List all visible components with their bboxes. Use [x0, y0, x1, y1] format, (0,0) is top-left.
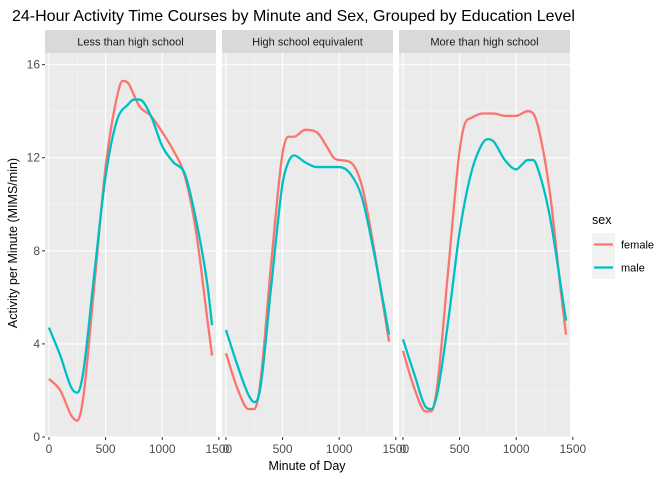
x-tick-label: 0	[223, 442, 230, 456]
x-tick-label: 500	[450, 442, 470, 456]
facet-panel: More than high school 0 500 1000 1500	[399, 30, 587, 456]
series-line-male	[47, 98, 214, 394]
panel-background	[222, 53, 393, 437]
chart-title: 24-Hour Activity Time Courses by Minute …	[12, 8, 575, 25]
x-tick-label: 1000	[326, 442, 353, 456]
x-tick-label: 1500	[382, 442, 409, 456]
x-tick-label: 1000	[503, 442, 530, 456]
panel-background	[399, 53, 570, 437]
facet-strip	[222, 30, 393, 53]
x-tick-label: 0	[46, 442, 53, 456]
y-tick-label: 4	[33, 337, 40, 351]
facet-panel: High school equivalent 0 500 1000 1500	[222, 30, 410, 456]
x-tick-label: 500	[273, 442, 293, 456]
x-tick-label: 1500	[205, 442, 232, 456]
x-axis-title: Minute of Day	[268, 459, 346, 473]
y-tick-label: 16	[27, 58, 41, 72]
series-line-male	[224, 154, 391, 404]
legend: sex female male	[592, 213, 654, 279]
x-tick-label: 1500	[559, 442, 586, 456]
x-tick-label: 500	[96, 442, 116, 456]
series-line-female	[401, 110, 568, 413]
x-tick-label: 0	[400, 442, 407, 456]
y-tick-label: 0	[33, 430, 40, 444]
facet-strip-label: High school equivalent	[252, 37, 363, 49]
legend-title: sex	[592, 213, 612, 227]
legend-label-female: female	[621, 240, 654, 252]
y-tick-label: 12	[27, 151, 41, 165]
facet-strip	[45, 30, 216, 53]
facet-strip-label: More than high school	[430, 37, 538, 49]
y-tick-label: 8	[33, 244, 40, 258]
panel-background	[45, 53, 216, 437]
facet-strip	[399, 30, 570, 53]
y-axis-title: Activity per Minute (MIMS/min)	[6, 158, 20, 328]
x-tick-label: 1000	[149, 442, 176, 456]
series-line-female	[224, 128, 391, 411]
legend-label-male: male	[621, 263, 645, 275]
series-line-male	[401, 137, 568, 411]
facet-strip-label: Less than high school	[77, 37, 183, 49]
